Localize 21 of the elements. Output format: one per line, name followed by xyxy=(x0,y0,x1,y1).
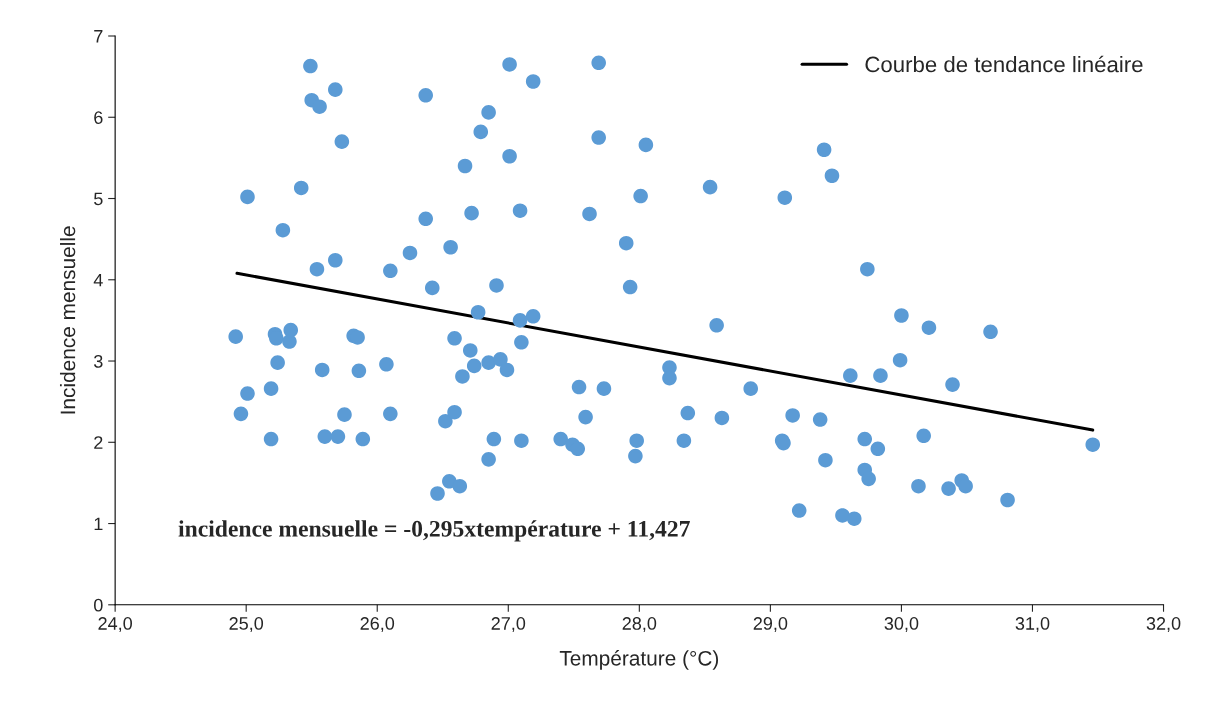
y-tick-label: 5 xyxy=(94,192,103,206)
x-tick-label: 27,0 xyxy=(491,617,526,632)
x-tick-label: 24,0 xyxy=(98,617,133,632)
y-tick-label: 4 xyxy=(93,273,103,287)
legend-label: Courbe de tendance linéaire xyxy=(865,55,1143,73)
y-tick-label: 0 xyxy=(94,598,103,612)
y-tick-label: 7 xyxy=(94,30,103,43)
x-tick-label: 26,0 xyxy=(360,617,395,632)
x-tick-label: 31,0 xyxy=(1015,617,1050,632)
x-axis-title: Température (°C) xyxy=(559,650,719,670)
x-tick-label: 32,0 xyxy=(1146,617,1181,632)
y-tick-label: 1 xyxy=(94,517,103,531)
y-tick-label: 2 xyxy=(94,436,103,449)
annotation: incidence mensuelle = -0,295xtempérature + 11,427 xyxy=(178,520,690,542)
x-tick-label: 30,0 xyxy=(884,617,919,632)
x-tick-label: 25,0 xyxy=(229,617,264,632)
x-tick-label: 29,0 xyxy=(753,617,788,632)
y-axis-title: Incidence mensuelle xyxy=(59,226,76,414)
y-tick-label: 6 xyxy=(94,111,103,124)
y-tick-label: 3 xyxy=(93,354,103,368)
x-tick-label: 28,0 xyxy=(622,617,657,632)
